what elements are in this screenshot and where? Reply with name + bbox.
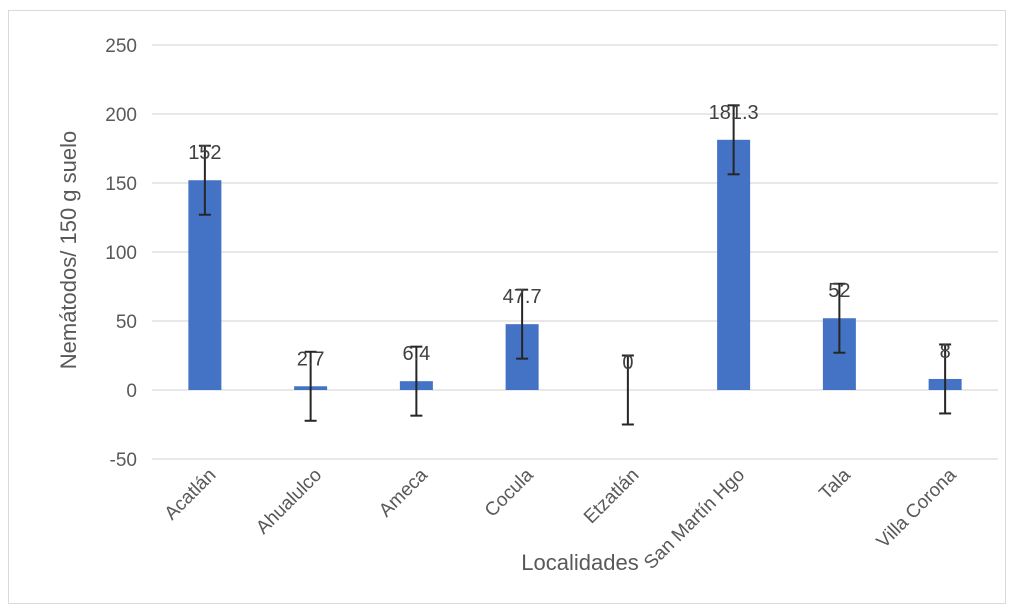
category-label: Ameca: [375, 464, 432, 521]
category-label: Etzatlán: [580, 465, 643, 528]
y-tick-label: 0: [126, 381, 137, 402]
data-label: 8: [940, 341, 951, 363]
x-axis-title: Localidades: [521, 550, 638, 575]
category-label: Tala: [815, 464, 855, 504]
error-bars: [198, 104, 952, 426]
y-tick-label: 50: [116, 312, 137, 333]
error-bar: [304, 350, 317, 422]
error-bar: [939, 343, 952, 415]
data-label: 181.3: [709, 102, 759, 124]
data-labels: 152 2.7 6.4 47.7 0 181.3 52 8: [188, 102, 951, 374]
data-label: 6.4: [402, 343, 430, 365]
error-bar: [198, 144, 211, 216]
data-label: 52: [828, 280, 850, 302]
category-label: Acatlán: [161, 465, 221, 525]
y-tick-label: 150: [105, 174, 137, 195]
error-bar: [410, 345, 423, 417]
category-label: Villa Corona: [873, 464, 961, 552]
gridlines: [152, 44, 998, 460]
y-tick-label: 100: [105, 243, 137, 264]
data-label: 152: [188, 142, 221, 164]
error-bar: [833, 282, 846, 354]
category-label: Ahualulco: [252, 465, 326, 539]
error-bar: [516, 288, 529, 360]
data-label: 2.7: [297, 348, 325, 370]
error-bar: [621, 354, 634, 426]
y-axis-ticks: -50 0 50 100 150 200 250: [105, 36, 137, 471]
data-label: 0: [622, 352, 633, 374]
category-label: Cocula: [481, 464, 538, 521]
y-tick-label: -50: [110, 450, 137, 471]
y-axis-title: Nemátodos/ 150 g suelo: [56, 131, 81, 370]
y-tick-label: 250: [105, 36, 137, 57]
category-label: San Martín Hgo: [640, 465, 749, 574]
data-label: 47.7: [503, 286, 542, 308]
error-bar: [727, 104, 740, 176]
y-tick-label: 200: [105, 105, 137, 126]
bar: [717, 139, 751, 390]
